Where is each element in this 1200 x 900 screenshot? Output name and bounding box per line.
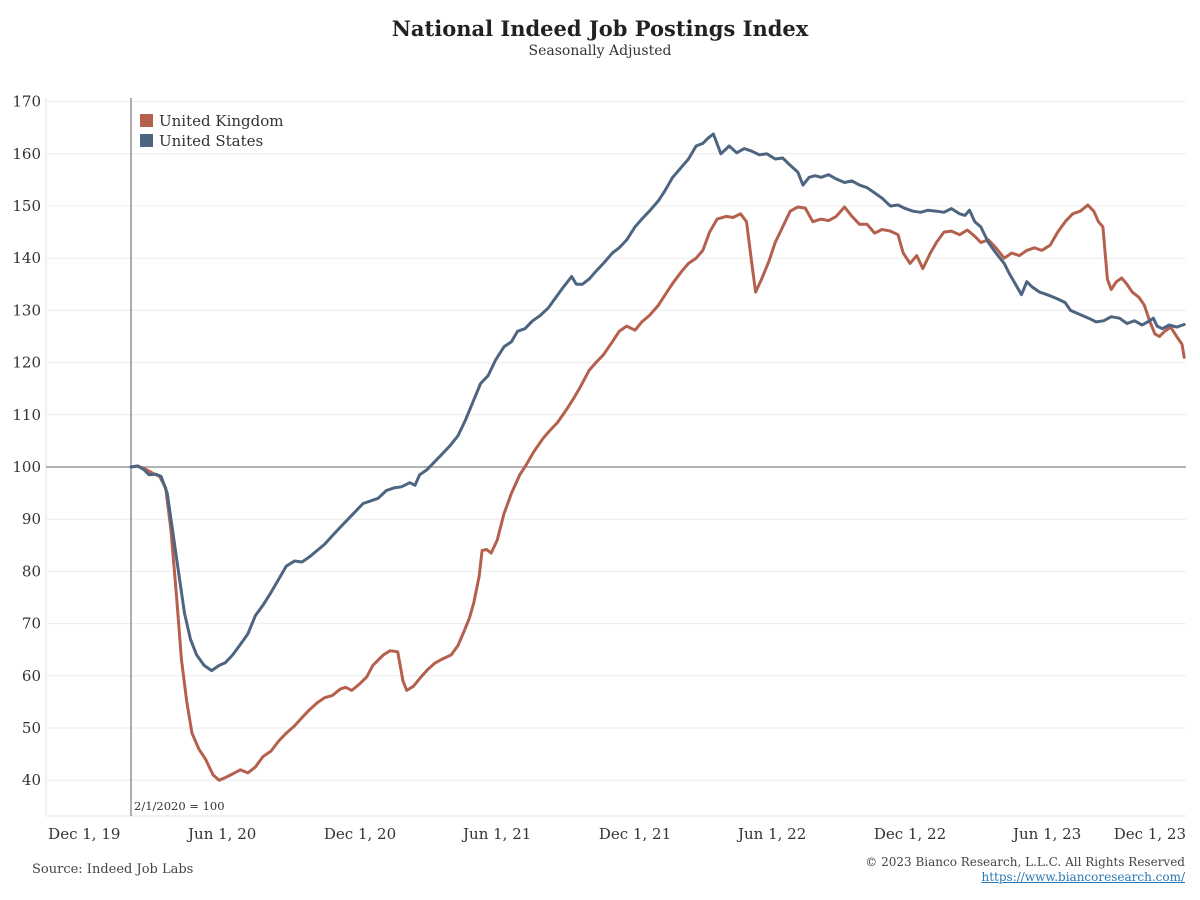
x-tick-label: Dec 1, 20 xyxy=(324,825,396,843)
website-link[interactable]: https://www.biancoresearch.com/ xyxy=(981,870,1185,884)
legend-label: United States xyxy=(159,132,263,150)
x-tick-label: Jun 1, 23 xyxy=(1011,825,1081,843)
legend-label: United Kingdom xyxy=(159,112,284,130)
x-tick-label: Jun 1, 21 xyxy=(461,825,531,843)
x-tick-label: Dec 1, 23 xyxy=(1114,825,1186,843)
x-tick-label: Jun 1, 20 xyxy=(186,825,256,843)
legend: United Kingdom United States xyxy=(140,112,284,150)
x-tick-label: Dec 1, 21 xyxy=(599,825,671,843)
series-line-1 xyxy=(129,132,1186,673)
y-tick-label: 90 xyxy=(22,510,41,528)
chart-subtitle: Seasonally Adjusted xyxy=(528,43,672,59)
y-tick-label: 100 xyxy=(12,458,41,476)
series-line-0 xyxy=(129,203,1186,782)
legend-swatch xyxy=(140,114,153,127)
y-tick-label: 70 xyxy=(22,615,41,633)
legend-swatch xyxy=(140,134,153,147)
y-tick-label: 130 xyxy=(12,301,41,319)
copyright-note: © 2023 Bianco Research, L.L.C. All Right… xyxy=(865,855,1185,869)
y-tick-label: 110 xyxy=(12,406,41,424)
y-tick-label: 80 xyxy=(22,562,41,580)
y-tick-label: 50 xyxy=(22,719,41,737)
y-tick-label: 170 xyxy=(12,93,41,111)
y-tick-label: 140 xyxy=(12,249,41,267)
gridlines xyxy=(45,98,1186,817)
source-note: Source: Indeed Job Labs xyxy=(32,862,194,877)
y-tick-label: 150 xyxy=(12,197,41,215)
x-tick-label: Dec 1, 19 xyxy=(48,825,120,843)
y-tick-label: 40 xyxy=(22,771,41,789)
chart-title: National Indeed Job Postings Index xyxy=(391,16,809,41)
series-lines xyxy=(129,132,1186,782)
y-axis-ticks: 40 50 60 70 80 90 100 110 120 130 140 150 160 170 xyxy=(12,93,41,790)
x-axis-ticks: Dec 1, 19 Jun 1, 20 Dec 1, 20 Jun 1, 21 Dec … xyxy=(48,825,1186,843)
y-tick-label: 160 xyxy=(12,145,41,163)
base-date-label: 2/1/2020 = 100 xyxy=(134,799,225,813)
y-tick-label: 120 xyxy=(12,354,41,372)
y-tick-label: 60 xyxy=(22,667,41,685)
x-tick-label: Jun 1, 22 xyxy=(736,825,806,843)
reference-lines: 2/1/2020 = 100 xyxy=(46,98,1186,816)
x-tick-label: Dec 1, 22 xyxy=(874,825,946,843)
